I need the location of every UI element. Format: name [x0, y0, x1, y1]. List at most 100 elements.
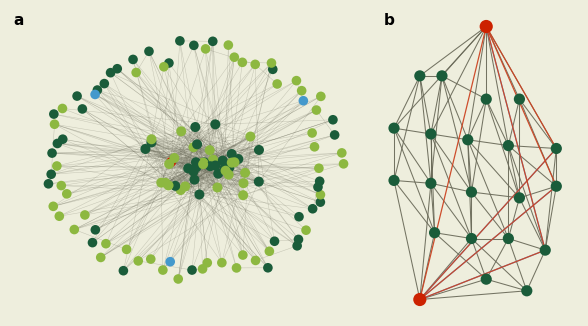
Point: [166, 159, 176, 165]
Point: [316, 94, 326, 99]
Point: [164, 183, 173, 188]
Point: [514, 96, 524, 102]
Point: [238, 60, 247, 65]
Point: [189, 145, 198, 150]
Point: [203, 260, 212, 265]
Point: [330, 132, 339, 138]
Point: [190, 177, 199, 182]
Point: [62, 191, 72, 197]
Point: [49, 204, 58, 209]
Point: [316, 192, 325, 197]
Point: [225, 165, 234, 170]
Point: [230, 54, 239, 60]
Point: [552, 146, 561, 151]
Point: [199, 160, 208, 165]
Point: [206, 164, 215, 169]
Text: a: a: [14, 13, 24, 28]
Point: [294, 237, 303, 242]
Point: [192, 165, 201, 170]
Point: [221, 168, 230, 173]
Point: [239, 181, 248, 186]
Point: [213, 185, 222, 190]
Point: [426, 181, 436, 186]
Point: [294, 214, 303, 219]
Point: [223, 42, 233, 48]
Point: [46, 171, 56, 177]
Point: [176, 187, 185, 193]
Point: [144, 49, 153, 54]
Point: [240, 170, 250, 175]
Point: [199, 162, 208, 167]
Point: [99, 81, 109, 86]
Point: [430, 230, 439, 235]
Point: [44, 181, 53, 186]
Point: [463, 137, 473, 142]
Point: [415, 297, 425, 302]
Point: [72, 94, 82, 99]
Point: [552, 184, 561, 189]
Point: [50, 122, 59, 127]
Point: [504, 236, 513, 241]
Point: [482, 24, 491, 29]
Point: [263, 265, 273, 270]
Point: [205, 148, 215, 153]
Point: [169, 156, 179, 161]
Point: [308, 206, 318, 211]
Point: [314, 166, 323, 171]
Point: [328, 117, 338, 122]
Point: [106, 70, 115, 75]
Point: [147, 140, 156, 145]
Point: [211, 122, 220, 127]
Point: [218, 158, 228, 163]
Point: [232, 265, 241, 271]
Point: [69, 227, 79, 232]
Point: [101, 241, 111, 246]
Point: [78, 106, 87, 111]
Point: [58, 106, 67, 111]
Point: [238, 252, 248, 258]
Point: [146, 257, 155, 262]
Point: [227, 151, 236, 156]
Point: [504, 143, 513, 148]
Point: [308, 130, 317, 136]
Point: [112, 66, 122, 71]
Point: [415, 73, 425, 79]
Point: [522, 288, 532, 293]
Point: [482, 96, 491, 102]
Point: [389, 178, 399, 183]
Point: [88, 240, 97, 245]
Point: [128, 57, 138, 62]
Point: [213, 171, 223, 176]
Point: [482, 276, 491, 282]
Point: [220, 166, 229, 171]
Point: [310, 144, 319, 149]
Point: [292, 78, 301, 83]
Point: [200, 160, 209, 166]
Point: [254, 179, 263, 184]
Point: [133, 258, 143, 263]
Point: [316, 200, 325, 205]
Text: b: b: [383, 13, 394, 28]
Point: [55, 214, 64, 219]
Point: [191, 125, 200, 130]
Point: [312, 108, 321, 113]
Point: [164, 60, 173, 66]
Point: [265, 249, 274, 254]
Point: [181, 184, 190, 189]
Point: [250, 62, 260, 67]
Point: [227, 160, 236, 165]
Point: [191, 160, 201, 165]
Point: [147, 137, 156, 142]
Point: [337, 150, 346, 156]
Point: [301, 228, 310, 233]
Point: [467, 189, 476, 195]
Point: [58, 137, 68, 142]
Point: [208, 39, 218, 44]
Point: [254, 147, 263, 153]
Point: [313, 185, 323, 190]
Point: [49, 111, 59, 117]
Point: [175, 38, 185, 43]
Point: [270, 239, 279, 244]
Point: [224, 172, 233, 177]
Point: [158, 267, 168, 273]
